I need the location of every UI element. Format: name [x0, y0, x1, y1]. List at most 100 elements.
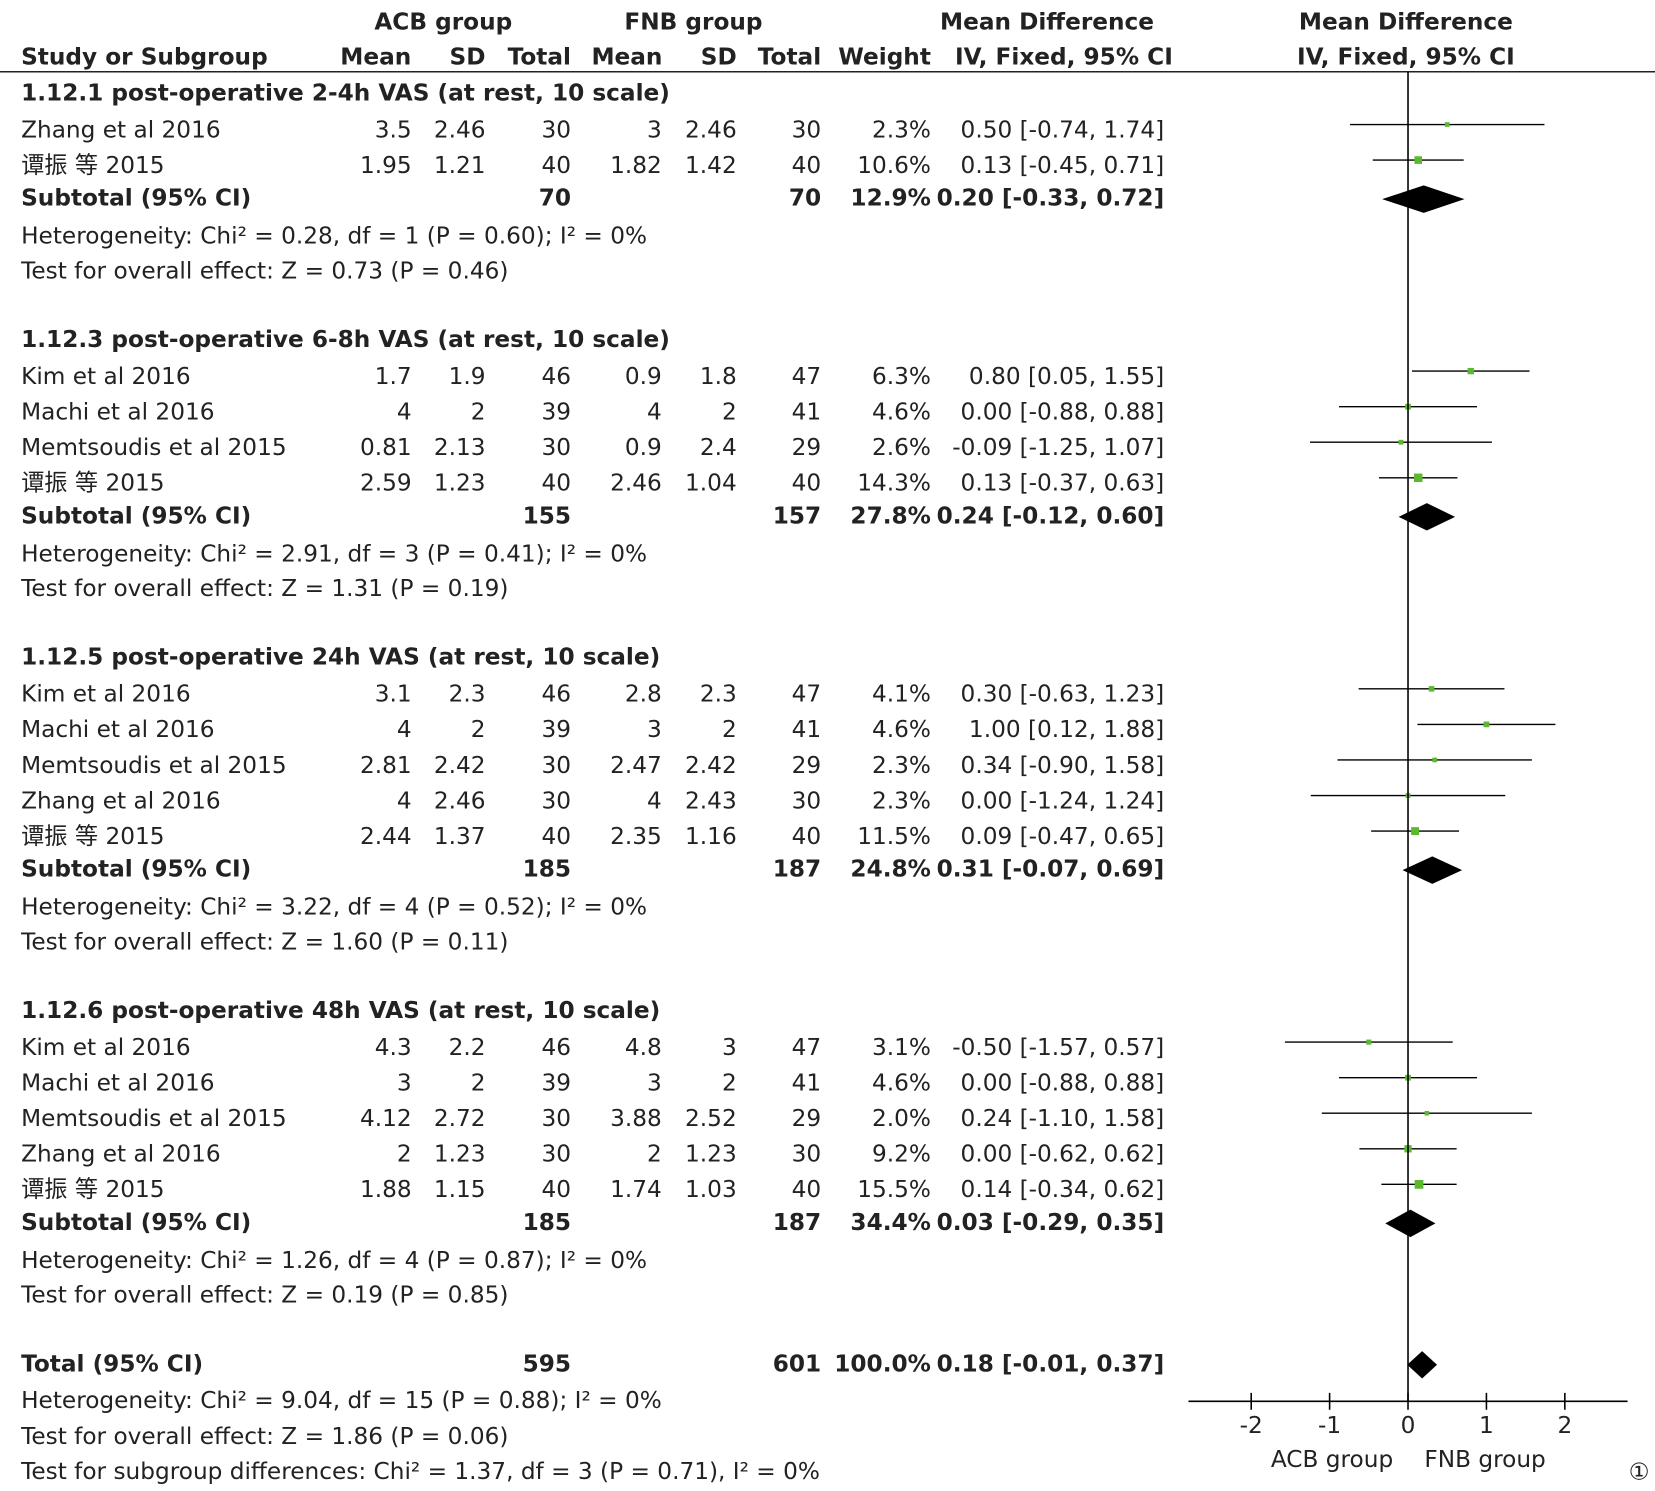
- study-name: Kim et al 2016: [21, 681, 191, 708]
- plot-method: IV, Fixed, 95% CI: [1297, 44, 1515, 71]
- fnb-value: 1.23: [685, 1141, 737, 1168]
- study-name: Machi et al 2016: [21, 1070, 214, 1097]
- fnb-value: 2: [647, 1141, 662, 1168]
- summary-effect: 0.24 [-0.12, 0.60]: [937, 502, 1165, 529]
- acb-value: 2.81: [360, 752, 412, 779]
- fnb-value: 2: [722, 1070, 737, 1097]
- acb-value: 39: [541, 716, 571, 743]
- fnb-value: 1.74: [610, 1176, 662, 1203]
- column-header: IV, Fixed, 95% CI: [955, 44, 1173, 71]
- summary-weight: 12.9%: [850, 185, 931, 212]
- acb-value: 1.23: [434, 470, 486, 497]
- plot-header: Mean Difference: [1299, 9, 1513, 36]
- fnb-value: 40: [792, 470, 822, 497]
- fnb-value: 2.4: [700, 434, 737, 461]
- fnb-value: 2: [722, 399, 737, 426]
- fnb-value: 0.9: [625, 363, 662, 390]
- study-weight: 2.3%: [872, 752, 931, 779]
- overall-effect: Test for overall effect: Z = 1.86 (P = 0…: [20, 1423, 508, 1450]
- study-effect: 0.13 [-0.45, 0.71]: [961, 152, 1165, 179]
- heterogeneity: Heterogeneity: Chi² = 1.26, df = 4 (P = …: [21, 1247, 647, 1274]
- group-header: ACB group: [374, 9, 512, 36]
- fnb-value: 0.9: [625, 434, 662, 461]
- summary-total: 70: [789, 185, 821, 212]
- acb-value: 2: [397, 1141, 412, 1168]
- column-header: Mean: [340, 44, 411, 71]
- column-header: Study or Subgroup: [21, 44, 268, 71]
- fnb-value: 2.46: [685, 116, 737, 143]
- x-tick-label: -2: [1240, 1412, 1263, 1439]
- acb-value: 39: [541, 1070, 571, 1097]
- fnb-value: 4: [647, 399, 662, 426]
- group-header: FNB group: [624, 9, 762, 36]
- acb-value: 1.95: [360, 152, 412, 179]
- study-name: Memtsoudis et al 2015: [21, 1105, 287, 1132]
- fnb-value: 3.88: [610, 1105, 662, 1132]
- column-header: Total: [758, 44, 821, 71]
- column-header: SD: [701, 44, 737, 71]
- acb-value: 4: [397, 399, 412, 426]
- study-effect: 1.00 [0.12, 1.88]: [969, 716, 1164, 743]
- acb-value: 1.37: [434, 823, 486, 850]
- summary-total: 157: [773, 502, 821, 529]
- acb-value: 4: [397, 787, 412, 814]
- study-name: 谭振 等 2015: [21, 1176, 164, 1203]
- fnb-value: 4.8: [625, 1034, 662, 1061]
- heterogeneity: Heterogeneity: Chi² = 0.28, df = 1 (P = …: [21, 223, 647, 250]
- study-name: Memtsoudis et al 2015: [21, 752, 287, 779]
- fnb-value: 47: [792, 681, 822, 708]
- acb-value: 40: [541, 823, 571, 850]
- acb-value: 46: [541, 1034, 571, 1061]
- fnb-value: 1.03: [685, 1176, 737, 1203]
- study-effect: 0.00 [-1.24, 1.24]: [961, 787, 1165, 814]
- acb-value: 30: [541, 1141, 571, 1168]
- acb-value: 2.42: [434, 752, 486, 779]
- subgroup-title: 1.12.5 post-operative 24h VAS (at rest, …: [21, 644, 660, 671]
- study-effect: -0.09 [-1.25, 1.07]: [952, 434, 1164, 461]
- acb-value: 30: [541, 116, 571, 143]
- summary-diamond: [1402, 856, 1463, 884]
- column-header: Mean: [591, 44, 662, 71]
- fnb-value: 2.47: [610, 752, 662, 779]
- study-effect: -0.50 [-1.57, 0.57]: [952, 1034, 1164, 1061]
- study-weight: 11.5%: [857, 823, 931, 850]
- overall-effect: Test for overall effect: Z = 0.73 (P = 0…: [20, 257, 508, 284]
- heterogeneity: Heterogeneity: Chi² = 9.04, df = 15 (P =…: [21, 1387, 662, 1414]
- figure-label: ①: [1629, 1459, 1650, 1486]
- fnb-value: 30: [792, 787, 822, 814]
- acb-value: 39: [541, 399, 571, 426]
- acb-value: 30: [541, 1105, 571, 1132]
- heterogeneity: Heterogeneity: Chi² = 2.91, df = 3 (P = …: [21, 540, 647, 567]
- fnb-value: 40: [792, 152, 822, 179]
- summary-total: 185: [523, 1209, 571, 1236]
- study-name: Zhang et al 2016: [21, 787, 221, 814]
- study-marker: [1414, 156, 1423, 164]
- acb-value: 2.72: [434, 1105, 486, 1132]
- summary-total: 187: [773, 1209, 821, 1236]
- acb-value: 3: [397, 1070, 412, 1097]
- summary-label: Total (95% CI): [21, 1350, 203, 1377]
- study-marker: [1398, 439, 1404, 445]
- study-weight: 4.6%: [872, 399, 931, 426]
- fnb-value: 2: [722, 716, 737, 743]
- study-name: Zhang et al 2016: [21, 1141, 221, 1168]
- summary-effect: 0.31 [-0.07, 0.69]: [937, 856, 1165, 883]
- study-effect: 0.50 [-0.74, 1.74]: [961, 116, 1165, 143]
- fnb-value: 47: [792, 363, 822, 390]
- acb-value: 40: [541, 152, 571, 179]
- acb-value: 4.3: [375, 1034, 412, 1061]
- summary-total: 155: [523, 502, 571, 529]
- fnb-value: 29: [792, 1105, 822, 1132]
- acb-value: 0.81: [360, 434, 412, 461]
- acb-value: 2: [471, 716, 486, 743]
- fnb-value: 40: [792, 823, 822, 850]
- study-effect: 0.13 [-0.37, 0.63]: [961, 470, 1165, 497]
- acb-value: 2.13: [434, 434, 486, 461]
- summary-weight: 27.8%: [850, 502, 931, 529]
- fnb-value: 41: [792, 1070, 822, 1097]
- fnb-value: 2.46: [610, 470, 662, 497]
- study-marker: [1366, 1039, 1372, 1045]
- acb-value: 1.9: [449, 363, 486, 390]
- study-effect: 0.80 [0.05, 1.55]: [969, 363, 1164, 390]
